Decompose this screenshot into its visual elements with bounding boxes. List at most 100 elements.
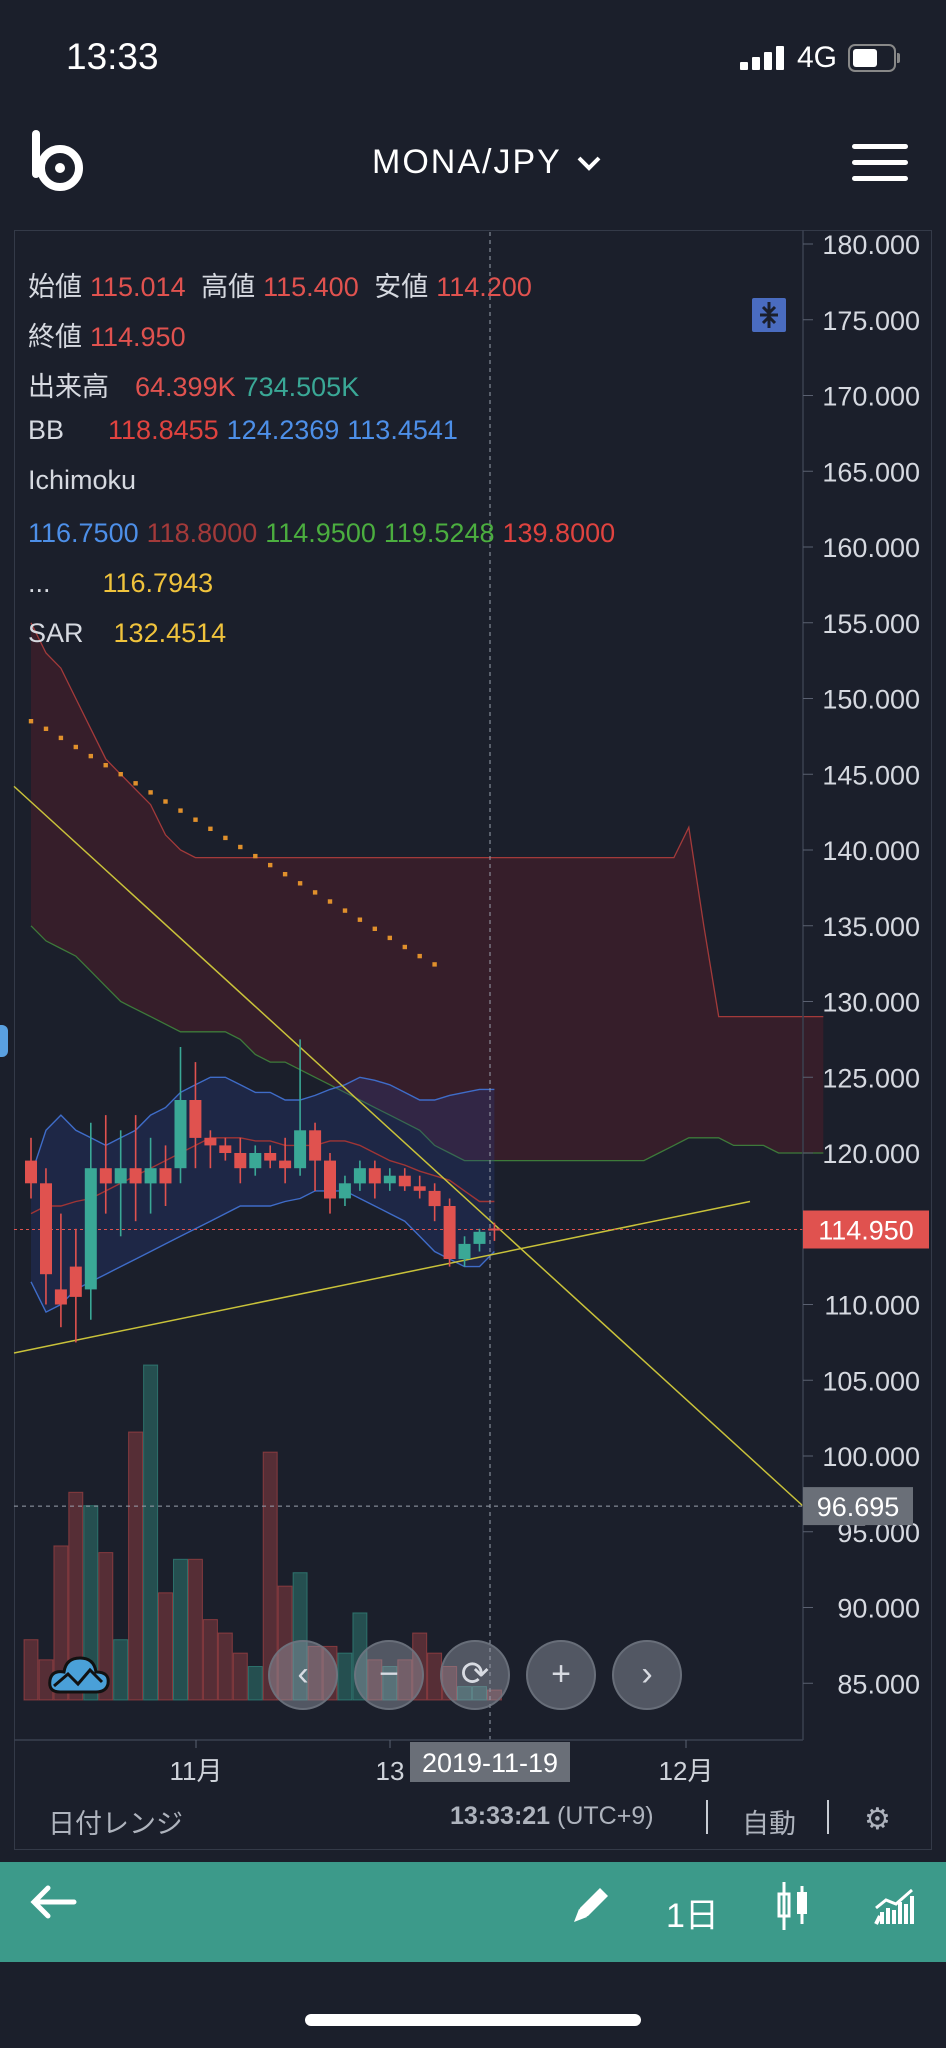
candle-body [144, 1168, 157, 1184]
volume-value-2: 734.505K [243, 372, 360, 402]
last-price-label: 114.950 [818, 1216, 914, 1246]
ichimoku-span-b-line [30, 925, 824, 1162]
price-tick-label: 90.000 [837, 1594, 920, 1624]
crosshair-date-badge [410, 1742, 570, 1782]
refresh-icon: ⟳ [460, 1655, 490, 1693]
back-arrow-icon[interactable] [28, 1880, 78, 1933]
sar-dot [432, 962, 437, 967]
chevron-right-icon: › [641, 1655, 653, 1693]
pair-selector[interactable]: MONA/JPY [372, 143, 602, 182]
candle-body [368, 1168, 381, 1184]
candle-body [488, 1228, 501, 1231]
ichimoku-value-4: 119.5248 [383, 518, 495, 548]
candle-body [398, 1175, 411, 1187]
divider [827, 1800, 829, 1834]
ichimoku-span-a-line [30, 622, 824, 1018]
sar-dot [268, 862, 273, 868]
ichimoku-value-5: 139.8000 [502, 518, 616, 548]
price-tick-label: 145.000 [822, 760, 920, 790]
chevron-down-icon [576, 143, 602, 182]
zoom-in-button[interactable]: + [526, 1640, 596, 1710]
candle-body [159, 1168, 172, 1184]
bb-label: BB [28, 415, 65, 445]
cloud-icon[interactable] [46, 1652, 112, 1698]
sar-dot [417, 953, 422, 959]
minus-icon: − [379, 1655, 399, 1693]
candle-body [69, 1266, 82, 1297]
candle-body [458, 1243, 471, 1260]
legend-ohlc-1: 始値 115.014 高値 115.400 安値 114.200 [28, 265, 540, 304]
interval-selector[interactable]: 1日 [666, 1897, 719, 1935]
auto-scale-button[interactable]: 自動 [742, 1809, 796, 1839]
trendline-down [13, 785, 804, 1507]
volume-bar [113, 1639, 129, 1701]
sar-dot [282, 872, 288, 877]
chart-clock: 13:33:21 (UTC+9) [450, 1802, 654, 1831]
volume-bar [53, 1545, 69, 1701]
legend-volume: 出来高 64.399K 734.505K [28, 365, 367, 404]
volume-bar [128, 1431, 144, 1701]
reset-button[interactable]: ⟳ [440, 1640, 510, 1710]
scroll-right-button[interactable]: › [612, 1640, 682, 1710]
bollinger-lower-line [30, 1190, 495, 1314]
low-value: 114.200 [436, 272, 532, 302]
candle-body [84, 1168, 97, 1290]
extra-label: ... [28, 568, 51, 598]
divider [706, 1800, 708, 1834]
indicators-icon[interactable] [874, 1886, 916, 1935]
collapse-icon [760, 302, 778, 328]
price-tick-label: 85.000 [837, 1669, 920, 1699]
drawing-tools-handle[interactable] [0, 1025, 8, 1057]
candle-body [54, 1289, 67, 1305]
price-tick-label: 100.000 [822, 1442, 920, 1472]
signal-icon [740, 46, 786, 70]
legend-extra: ... 116.7943 [28, 568, 221, 599]
open-label: 始値 [28, 272, 82, 302]
sar-label: SAR [28, 618, 84, 648]
volume-bar [98, 1552, 114, 1701]
sar-dot [103, 763, 108, 768]
price-tick-label: 175.000 [822, 306, 920, 336]
volume-bar [217, 1632, 233, 1701]
candle-body [353, 1168, 366, 1184]
settings-gear-icon[interactable]: ⚙ [864, 1803, 891, 1836]
volume-bar [83, 1505, 99, 1701]
ichimoku-value-2: 118.8000 [146, 518, 258, 548]
price-tick-label: 125.000 [822, 1063, 920, 1093]
candle-body [25, 1160, 37, 1184]
price-tick-label: 165.000 [822, 457, 920, 487]
candle-body [234, 1153, 247, 1169]
candlestick-icon[interactable] [776, 1880, 810, 1941]
candle-body [114, 1168, 127, 1184]
price-tick-label: 170.000 [822, 382, 920, 412]
bollinger-middle-line [30, 1137, 495, 1215]
date-range-button[interactable]: 日付レンジ [48, 1809, 183, 1839]
brand-logo [32, 130, 83, 191]
clock-time: 13:33:21 [450, 1802, 551, 1830]
scroll-left-button[interactable]: ‹ [268, 1640, 338, 1710]
volume-bar [187, 1558, 203, 1701]
volume-bar [158, 1592, 173, 1701]
sar-dot [253, 853, 258, 859]
sar-dot [73, 744, 78, 750]
sar-dot [163, 799, 168, 804]
hamburger-menu-icon[interactable] [852, 144, 908, 184]
price-tick-label: 160.000 [822, 533, 920, 563]
volume-bar [202, 1619, 218, 1701]
volume-bar [173, 1558, 188, 1701]
candle-body [129, 1168, 142, 1184]
legend-ohlc-2: 終値 114.950 [28, 315, 194, 354]
sar-dot [357, 917, 363, 922]
sar-dot [342, 908, 348, 913]
sar-dot [28, 719, 34, 724]
crosshair-date-label: 2019-11-19 [422, 1748, 558, 1778]
price-tick-label: 120.000 [822, 1139, 920, 1169]
ichimoku-label: Ichimoku [28, 465, 137, 495]
volume-bar [337, 1652, 353, 1701]
pencil-icon[interactable] [570, 1882, 614, 1935]
collapse-legend-button[interactable] [752, 298, 786, 332]
legend-ichimoku-values: 116.7500 118.8000 114.9500 119.5248 139.8000 [28, 518, 623, 549]
battery-icon [848, 44, 900, 72]
zoom-out-button[interactable]: − [354, 1640, 424, 1710]
